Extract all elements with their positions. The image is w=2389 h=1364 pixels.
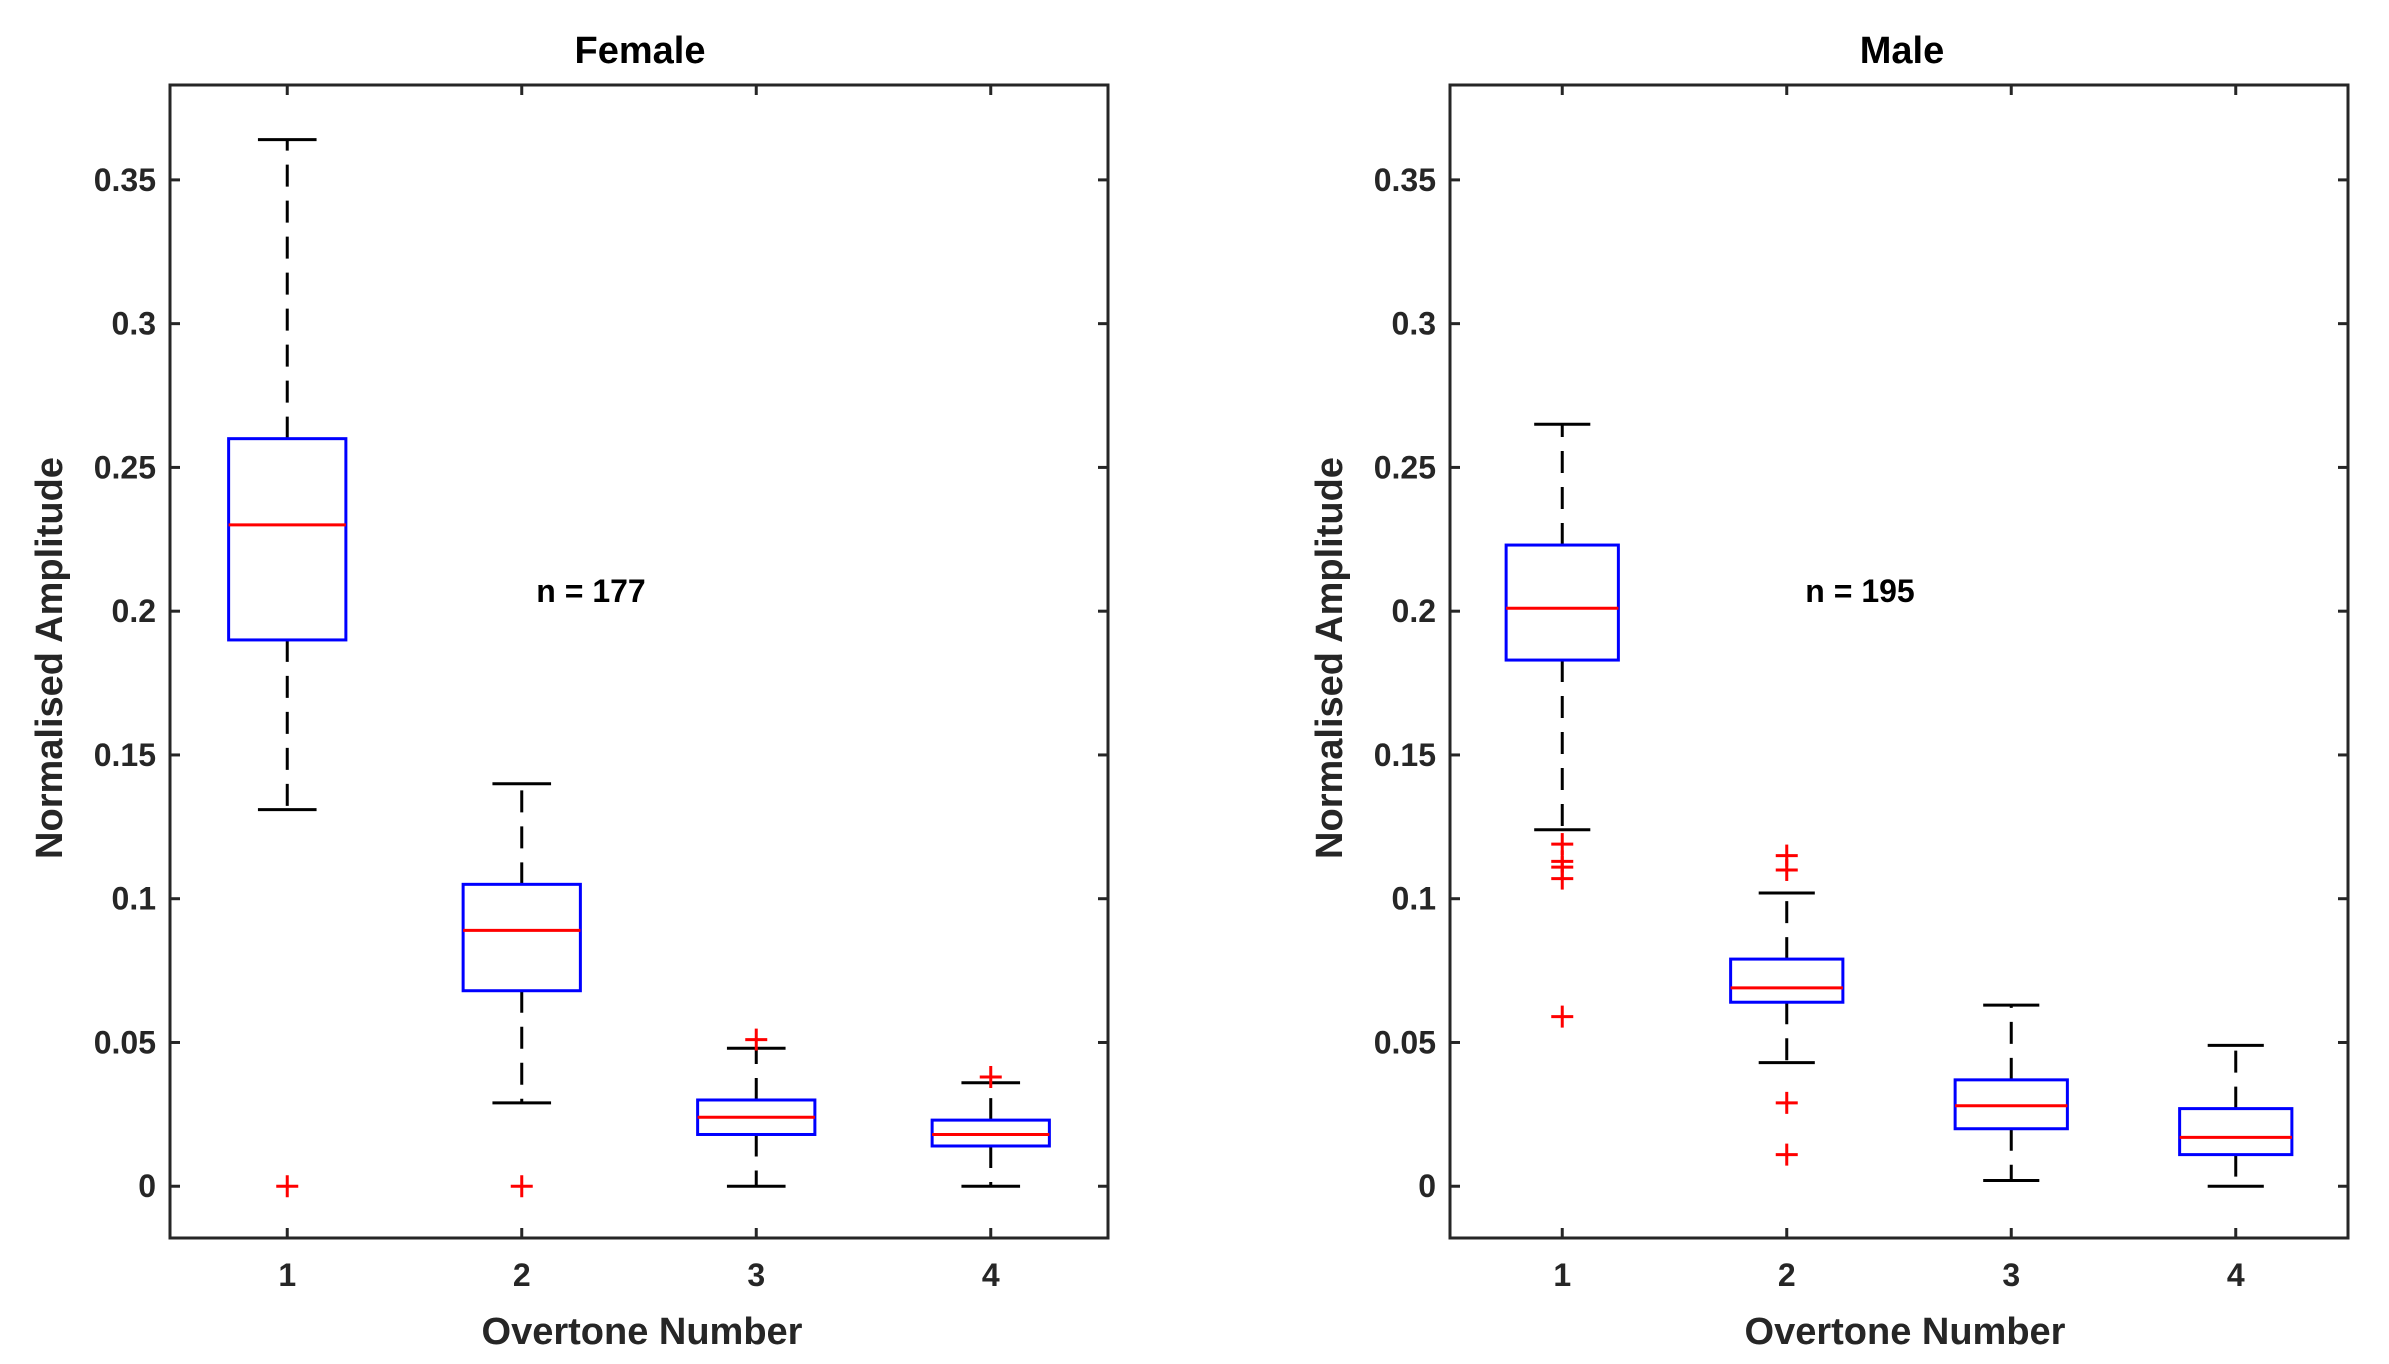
y-axis-label: Normalised Amplitude bbox=[29, 457, 71, 859]
iqr-box bbox=[2178, 1107, 2294, 1157]
y-tick-label: 0 bbox=[1418, 1168, 1436, 1204]
panel-male: Male Overtone Number Normalised Amplitud… bbox=[1309, 30, 2350, 1353]
panel-female: Female Overtone Number Normalised Amplit… bbox=[29, 30, 1110, 1353]
y-tick-label: 0.35 bbox=[94, 162, 156, 198]
y-tick-label: 0.35 bbox=[1374, 162, 1436, 198]
iqr-box bbox=[227, 437, 348, 642]
box-group-2 bbox=[461, 782, 582, 1198]
x-tick-label: 3 bbox=[2002, 1257, 2020, 1293]
outlier-marker bbox=[979, 1065, 1002, 1088]
x-tick-label: 2 bbox=[513, 1257, 531, 1293]
tick-group: 0 0.05 0.1 0.15 0.2 0.25 0.3 0.35 1 2 3 4 bbox=[94, 85, 1108, 1293]
outlier-marker bbox=[276, 1175, 299, 1198]
x-axis-label: Overtone Number bbox=[482, 1311, 803, 1353]
y-tick-label: 0.05 bbox=[94, 1024, 156, 1060]
y-tick-label: 0.2 bbox=[1392, 593, 1436, 629]
outlier-marker bbox=[510, 1175, 533, 1198]
box-group-3 bbox=[696, 1028, 817, 1188]
y-tick-label: 0.1 bbox=[112, 881, 156, 917]
box-group-1 bbox=[227, 138, 348, 1198]
box-group-4 bbox=[2178, 1043, 2294, 1188]
box-group-2 bbox=[1729, 844, 1845, 1166]
x-tick-label: 4 bbox=[2227, 1257, 2245, 1293]
box-group-3 bbox=[1953, 1003, 2069, 1182]
y-tick-label: 0.25 bbox=[94, 449, 156, 485]
box-plot-group bbox=[227, 138, 1051, 1198]
iqr-box bbox=[461, 882, 582, 993]
x-tick-label: 1 bbox=[1553, 1257, 1571, 1293]
x-axis-label: Overtone Number bbox=[1745, 1311, 2066, 1353]
outlier-marker bbox=[1551, 867, 1574, 890]
y-tick-label: 0.2 bbox=[112, 593, 156, 629]
outlier-marker bbox=[1775, 1091, 1798, 1114]
sample-size-annotation: n = 177 bbox=[536, 573, 645, 609]
x-tick-label: 3 bbox=[747, 1257, 765, 1293]
y-tick-label: 0 bbox=[138, 1168, 156, 1204]
sample-size-annotation: n = 195 bbox=[1805, 573, 1914, 609]
plot-area-frame bbox=[1448, 83, 2350, 1240]
y-tick-label: 0.25 bbox=[1374, 449, 1436, 485]
outlier-marker bbox=[745, 1028, 768, 1051]
outlier-marker bbox=[1775, 1143, 1798, 1166]
y-tick-label: 0.1 bbox=[1392, 881, 1436, 917]
x-tick-label: 2 bbox=[1778, 1257, 1796, 1293]
plot-area-frame bbox=[168, 83, 1110, 1240]
x-tick-label: 1 bbox=[278, 1257, 296, 1293]
y-axis-label: Normalised Amplitude bbox=[1309, 457, 1351, 859]
box-group-1 bbox=[1504, 422, 1620, 1028]
panel-title: Male bbox=[1860, 30, 1944, 72]
iqr-box bbox=[1729, 957, 1845, 1004]
panel-title: Female bbox=[575, 30, 706, 72]
iqr-box bbox=[1504, 543, 1620, 662]
y-tick-label: 0.15 bbox=[1374, 737, 1436, 773]
tick-group: 0 0.05 0.1 0.15 0.2 0.25 0.3 0.35 1 2 3 4 bbox=[1374, 85, 2348, 1293]
outlier-marker bbox=[1775, 858, 1798, 881]
box-plot-group bbox=[1504, 422, 2294, 1188]
x-tick-label: 4 bbox=[982, 1257, 1000, 1293]
y-tick-label: 0.15 bbox=[94, 737, 156, 773]
y-tick-label: 0.05 bbox=[1374, 1024, 1436, 1060]
box-group-4 bbox=[930, 1065, 1051, 1188]
y-tick-label: 0.3 bbox=[112, 306, 156, 342]
y-tick-label: 0.3 bbox=[1392, 306, 1436, 342]
outlier-marker bbox=[1551, 1005, 1574, 1028]
